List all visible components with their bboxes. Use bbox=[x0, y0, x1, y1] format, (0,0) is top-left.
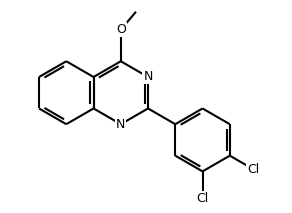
Text: N: N bbox=[116, 118, 126, 131]
Text: Cl: Cl bbox=[247, 163, 259, 176]
Text: O: O bbox=[116, 23, 126, 36]
Text: N: N bbox=[143, 71, 153, 83]
Text: Cl: Cl bbox=[197, 192, 209, 205]
